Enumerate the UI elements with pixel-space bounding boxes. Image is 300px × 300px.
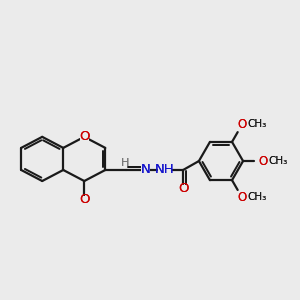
Text: O: O [258, 154, 267, 167]
Text: CH₃: CH₃ [268, 155, 287, 166]
Bar [80, 196, 89, 204]
Text: CH₃: CH₃ [247, 192, 266, 202]
Text: O: O [79, 130, 89, 143]
Bar [160, 166, 169, 174]
Bar [80, 196, 88, 204]
Bar [179, 185, 187, 193]
Text: CH₃: CH₃ [247, 119, 266, 129]
Bar [238, 194, 246, 201]
Bar [238, 121, 246, 128]
Text: CH₃: CH₃ [247, 192, 266, 202]
Bar [159, 166, 169, 174]
Text: H: H [121, 158, 129, 168]
Text: O: O [237, 191, 247, 204]
Bar [141, 166, 150, 174]
Text: CH₃: CH₃ [268, 155, 287, 166]
Text: O: O [79, 194, 89, 206]
Bar [80, 133, 88, 141]
Text: O: O [237, 191, 247, 204]
Bar [80, 133, 89, 141]
Text: O: O [178, 182, 188, 195]
Text: O: O [79, 194, 89, 206]
Bar [179, 185, 188, 193]
Text: N: N [140, 164, 150, 176]
Bar [259, 158, 266, 165]
Text: O: O [79, 130, 89, 143]
Text: O: O [237, 118, 247, 131]
Text: O: O [258, 154, 267, 167]
Text: O: O [237, 118, 247, 131]
Text: CH₃: CH₃ [247, 119, 266, 129]
Text: O: O [178, 182, 188, 195]
Bar [141, 166, 149, 174]
Bar [80, 133, 88, 141]
Text: N: N [140, 164, 150, 176]
Bar [158, 166, 170, 174]
Bar [80, 196, 88, 204]
Bar [179, 185, 187, 193]
Text: NH: NH [154, 164, 174, 176]
Text: NH: NH [154, 164, 174, 176]
Bar [141, 166, 149, 174]
Text: H: H [121, 158, 129, 168]
